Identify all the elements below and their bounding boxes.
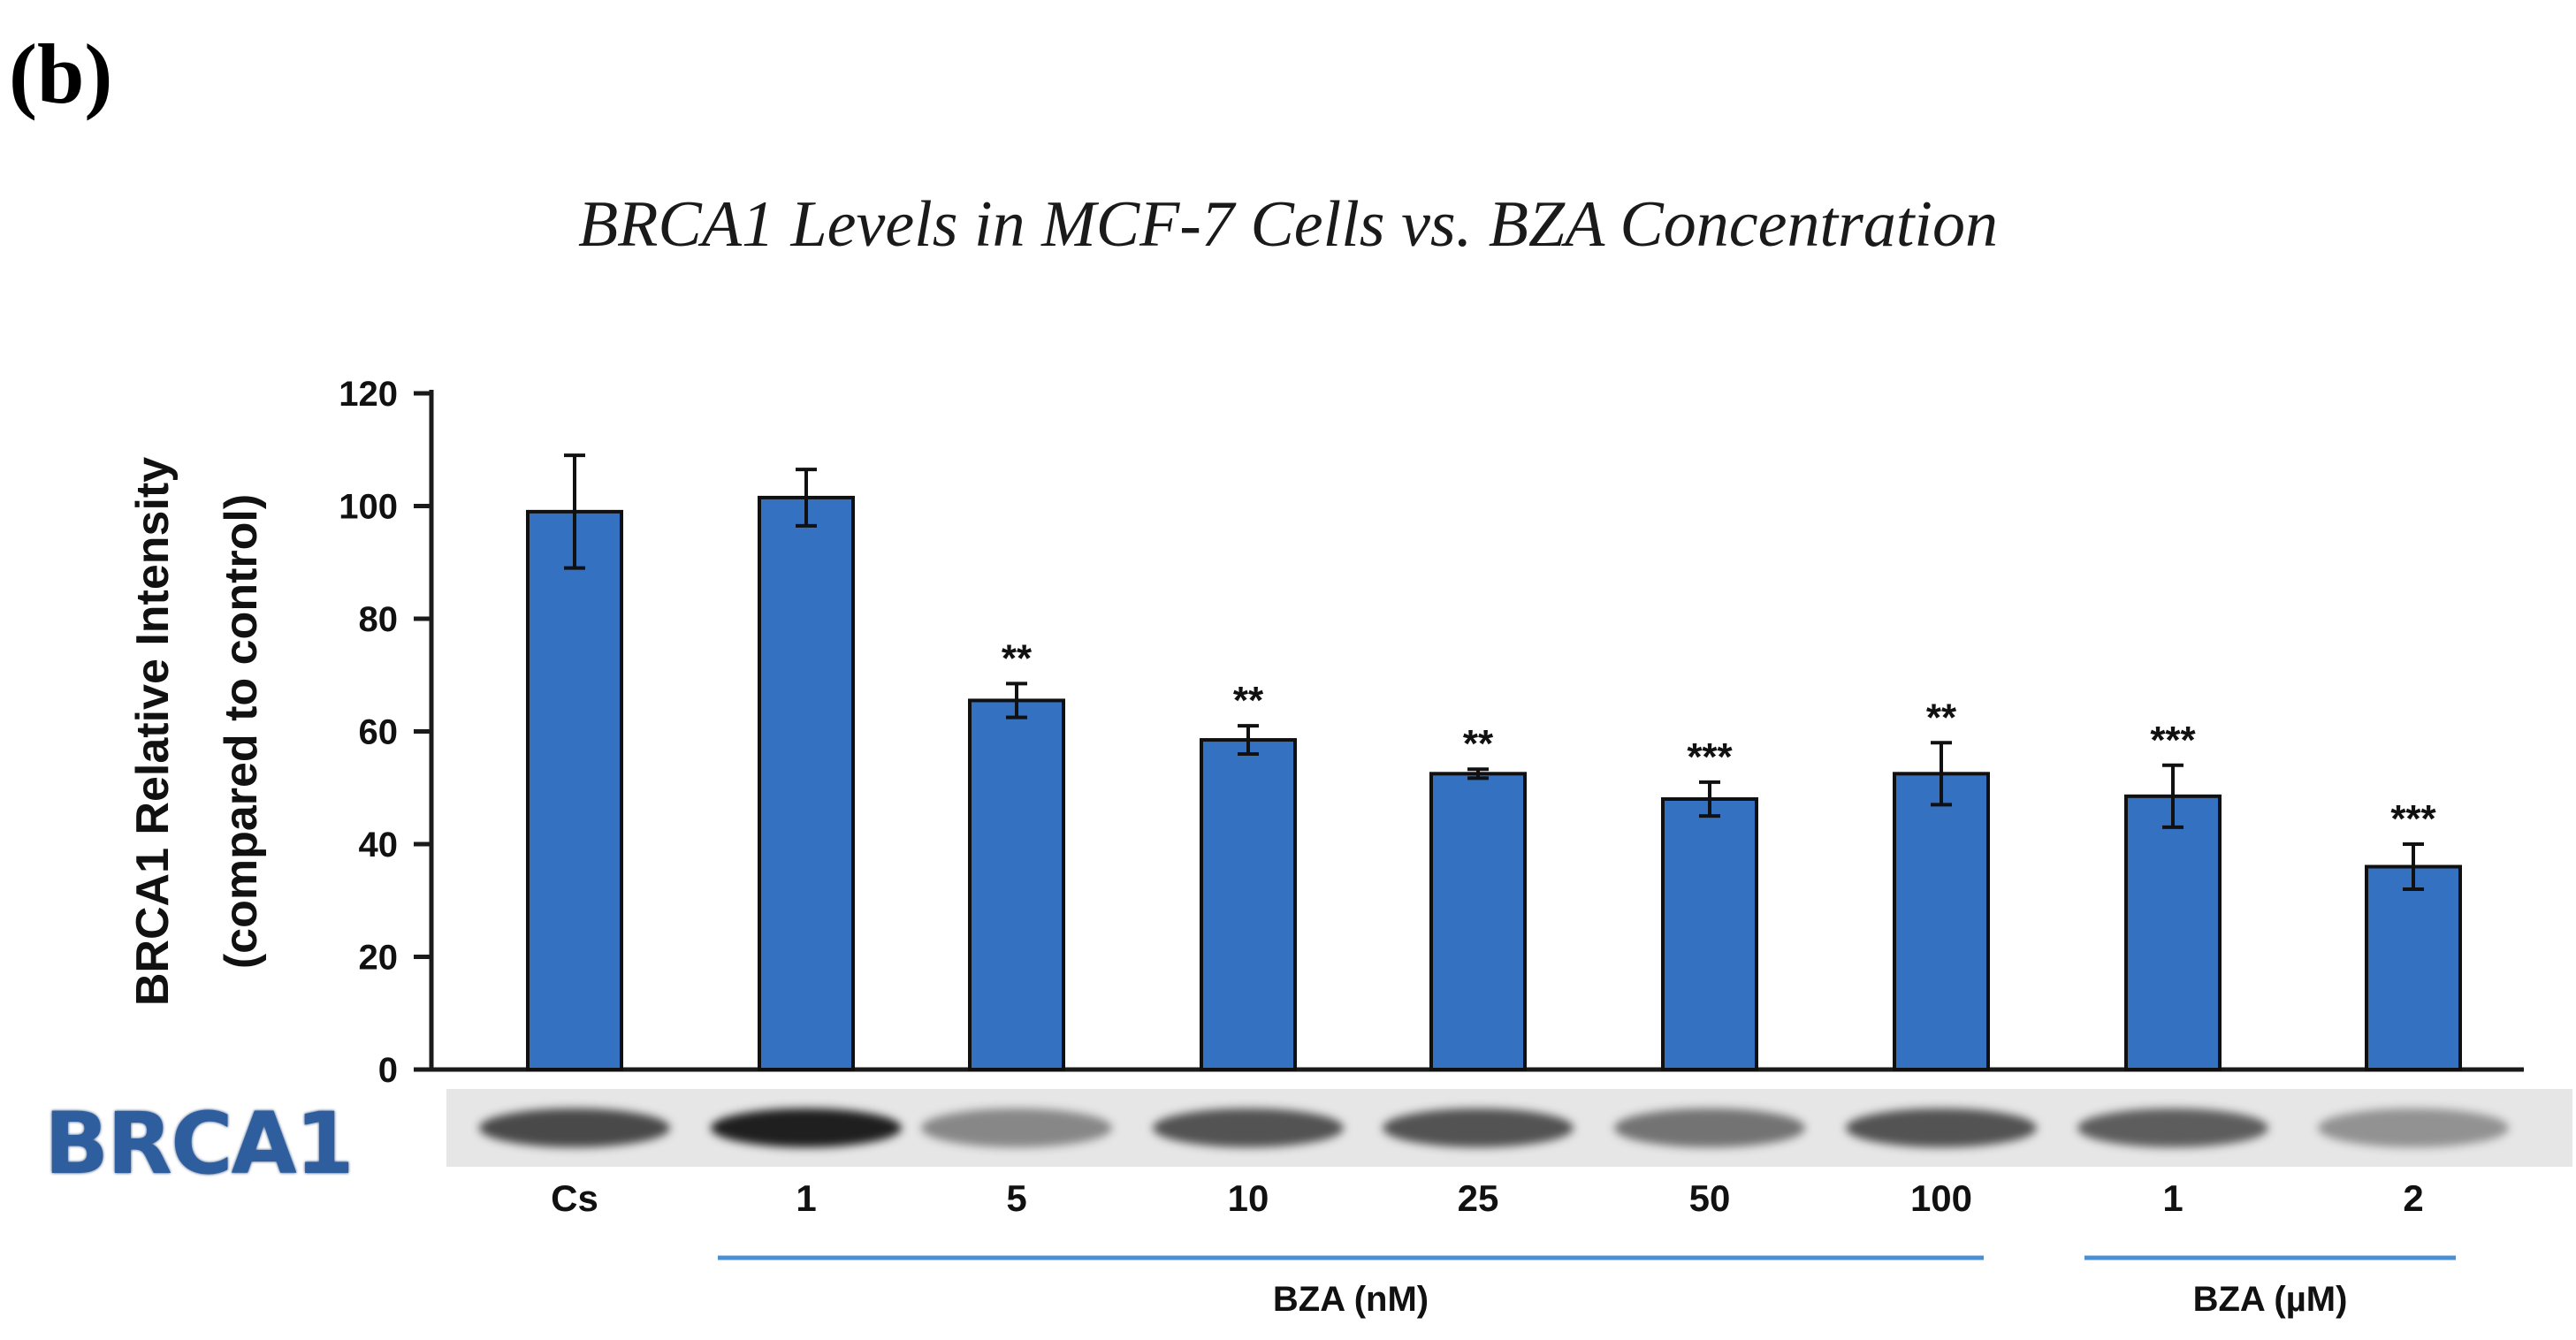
bar [758,495,855,1071]
group-label: BZA (nM) [1273,1280,1429,1319]
western-blot-band [2318,1108,2509,1147]
x-category-label: 1 [796,1177,816,1219]
bar [2124,794,2222,1071]
bar [1200,738,1297,1071]
x-category-label: 50 [1689,1177,1731,1219]
western-blot-band [2077,1108,2268,1147]
y-tick-label: 0 [378,1051,398,1090]
western-blot-band [1383,1108,1574,1147]
western-blot-band [1846,1108,2037,1147]
x-category-label: 5 [1006,1177,1026,1219]
y-tick-label: 60 [359,713,399,752]
bar [1893,772,1990,1071]
western-blot-band [1614,1108,1805,1147]
western-blot-band [921,1108,1112,1147]
bar [1661,797,1758,1071]
significance-marker: *** [2390,797,2436,841]
western-blot-band [1153,1108,1344,1147]
x-category-label: 10 [1228,1177,1269,1219]
significance-marker: *** [1687,735,1733,779]
y-tick-label: 100 [339,488,398,527]
significance-marker: ** [1463,722,1494,765]
x-category-label: 1 [2162,1177,2183,1219]
group-label: BZA (µM) [2193,1280,2348,1319]
significance-marker: ** [1233,679,1264,722]
y-axis-label-line2: (compared to control) [216,494,267,969]
bar [2365,864,2462,1071]
western-blot-band [479,1108,670,1147]
x-category-label: 2 [2403,1177,2423,1219]
y-tick-label: 20 [359,939,399,978]
bar [968,698,1065,1071]
significance-marker: ** [1002,636,1033,680]
x-category-label: Cs [551,1177,598,1219]
western-blot-protein-label: BRCA1 [44,1094,354,1193]
chart-title: BRCA1 Levels in MCF-7 Cells vs. BZA Conc… [578,188,1998,261]
y-axis-label-line1: BRCA1 Relative Intensity [127,457,179,1006]
y-tick-label: 120 [339,375,398,414]
bar [526,509,623,1071]
significance-marker: *** [2150,719,2196,762]
y-tick-label: 80 [359,600,399,639]
x-category-label: 25 [1458,1177,1499,1219]
x-category-label: 100 [1910,1177,1972,1219]
panel-label: (b) [9,27,113,121]
bar [1429,772,1527,1071]
significance-marker: ** [1926,696,1957,739]
western-blot-band [711,1108,902,1147]
y-tick-label: 40 [359,826,399,864]
